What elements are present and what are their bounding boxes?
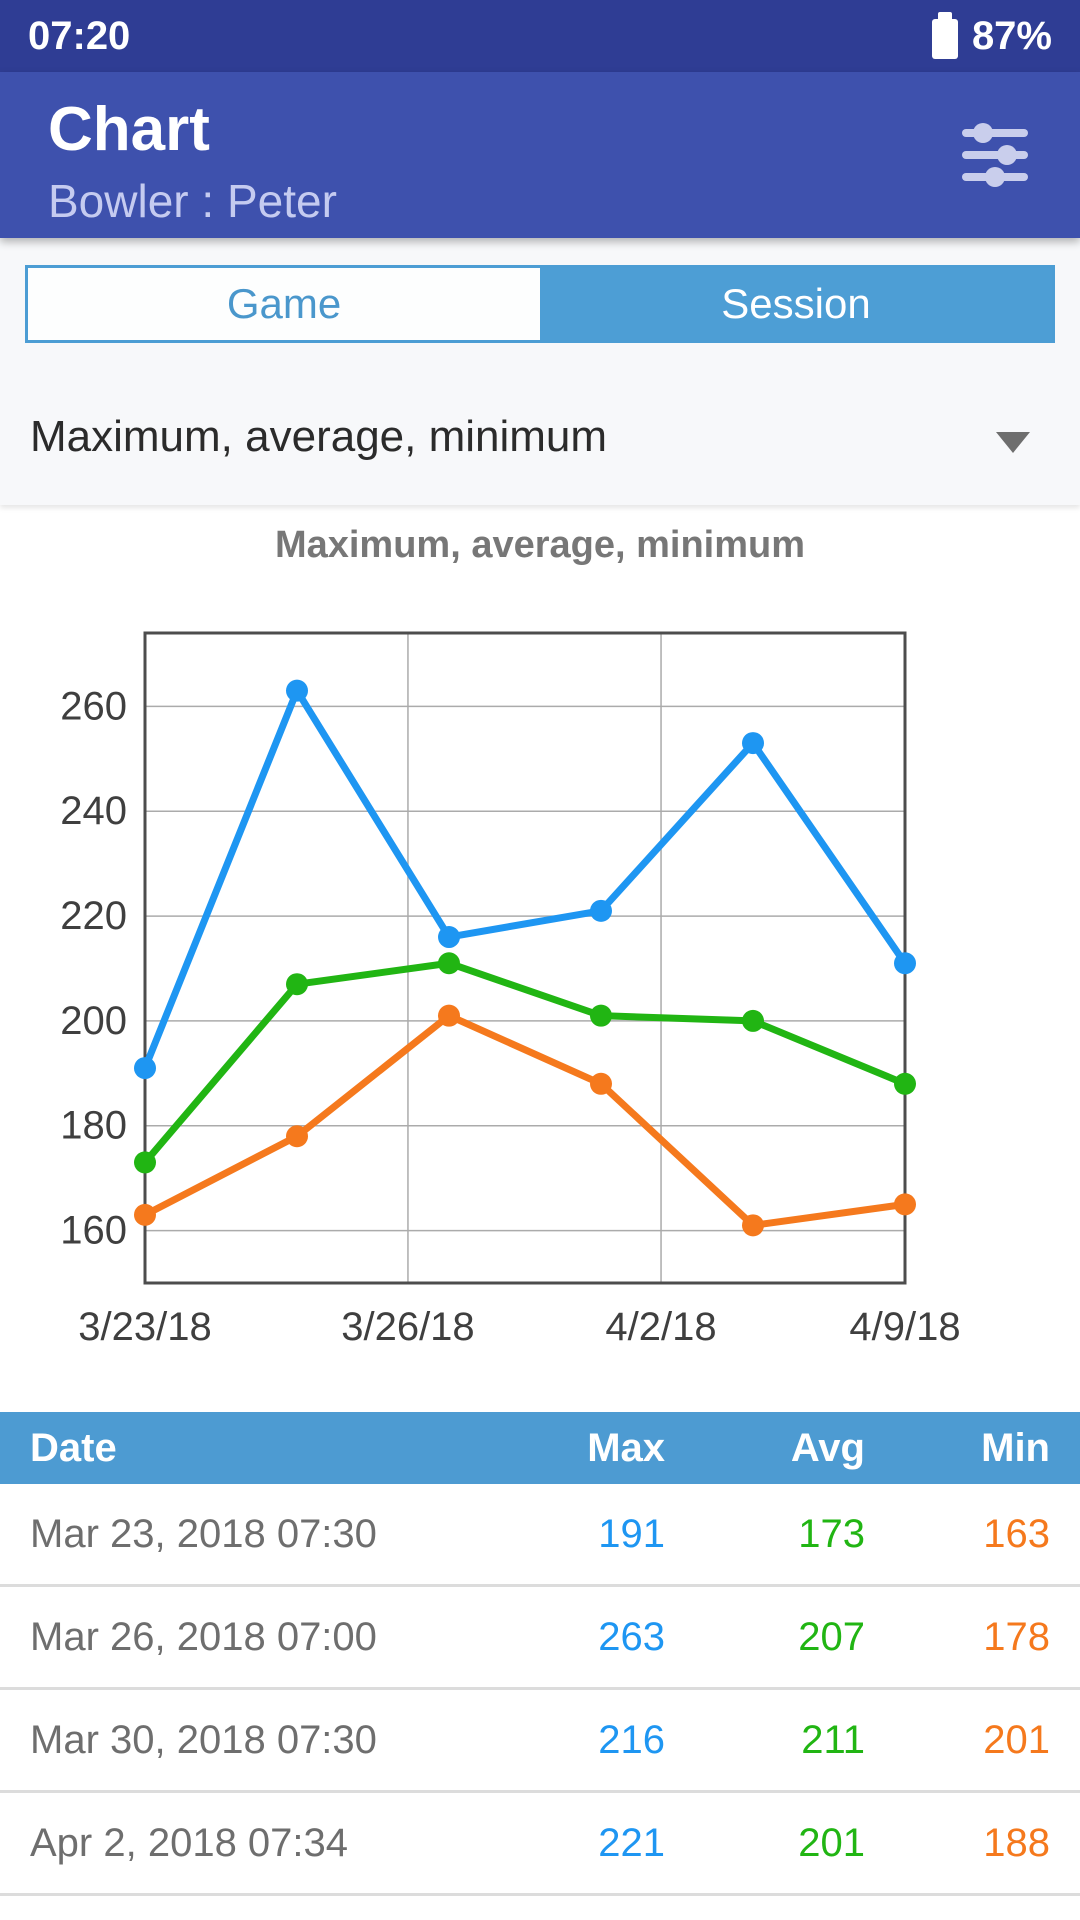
x-axis-tick-label: 3/26/18 [341,1305,474,1349]
data-point-avg [286,973,308,996]
table-header: Date Max Avg Min [0,1412,1080,1484]
x-axis-tick-label: 3/23/18 [78,1305,211,1349]
data-point-min [590,1072,612,1095]
chevron-down-icon [996,432,1030,453]
max-value: 263 [598,1614,665,1659]
series-line-min [141,1012,909,1229]
avg-value: 201 [798,1820,865,1865]
table-row: Mar 26, 2018 07:00 263 207 178 [0,1587,1080,1690]
x-axis-tick-label: 4/2/18 [605,1305,716,1349]
max-value: 191 [598,1511,665,1556]
data-point-max [286,679,308,702]
controls-section: Game Session Maximum, average, minimum [0,238,1080,505]
data-point-min [894,1193,916,1216]
col-header-avg: Avg [790,1425,865,1470]
data-point-avg [134,1151,156,1174]
data-point-max [134,1057,156,1080]
filter-sliders-icon[interactable] [962,122,1028,188]
tab-bar: Game Session [25,265,1055,343]
status-bar: 07:20 87% [0,0,1080,72]
min-value: 178 [983,1614,1050,1659]
y-axis-tick-label: 180 [60,1104,127,1148]
table-row: Mar 23, 2018 07:30 191 173 163 [0,1484,1080,1587]
y-axis-tick-label: 200 [60,999,127,1043]
app-bar: Chart Bowler : Peter [0,72,1080,238]
date: Mar 30, 2018 07:30 [30,1717,377,1762]
chart-type-dropdown[interactable]: Maximum, average, minimum [0,398,1080,478]
status-time: 07:20 [28,13,131,58]
bowler-subtitle: Bowler : Peter [48,175,337,227]
series-line-avg [141,959,909,1166]
date: Mar 26, 2018 07:00 [30,1614,377,1659]
avg-value: 173 [798,1511,865,1556]
avg-value: 207 [798,1614,865,1659]
col-header-min: Min [981,1425,1050,1470]
series-line-max [141,687,909,1072]
y-axis-tick-label: 240 [60,789,127,833]
line-chart: 160 180 200 220 240 260 3/23/18 3/26/18 4/2/18 4/… [60,631,961,1349]
data-point-max [742,732,764,755]
battery-percent: 87% [971,13,1052,58]
battery-icon [931,12,958,59]
data-point-avg [438,952,460,975]
table-body: Mar 23, 2018 07:30 191 173 163 Mar 26, 2018 … [0,1484,1080,1896]
y-axis-tick-label: 220 [60,894,127,938]
avg-value: 211 [801,1717,865,1762]
min-value: 163 [983,1511,1050,1556]
data-point-min [134,1203,156,1226]
min-value: 188 [983,1820,1050,1865]
max-value: 221 [598,1820,665,1865]
tab-session[interactable]: Session [540,268,1052,340]
x-axis-tick-label: 4/9/18 [849,1305,960,1349]
table-row: Apr 2, 2018 07:34 221 201 188 [0,1793,1080,1896]
y-axis-tick-label: 260 [60,684,127,728]
y-axis-tick-label: 160 [60,1209,127,1253]
max-value: 216 [598,1717,665,1762]
data-point-max [590,899,612,922]
status-right: 87% [931,12,1052,59]
plot-border [143,631,907,1285]
data-point-max [894,952,916,975]
tab-session-label: Session [721,280,871,327]
tab-game[interactable]: Game [28,268,540,340]
chart-title: Maximum, average, minimum [274,524,806,566]
data-point-avg [742,1009,764,1032]
data-point-min [438,1004,460,1027]
data-point-avg [590,1004,612,1027]
chart-type-selected-value: Maximum, average, minimum [30,412,608,461]
date: Apr 2, 2018 07:34 [30,1820,349,1865]
page-title: Chart [48,95,210,164]
min-value: 201 [983,1717,1050,1762]
data-point-avg [894,1072,916,1095]
date: Mar 23, 2018 07:30 [30,1511,377,1556]
data-point-min [286,1125,308,1148]
data-point-min [742,1214,764,1237]
tab-game-label: Game [226,280,342,327]
col-header-max: Max [587,1425,665,1470]
col-header-date: Date [30,1425,117,1470]
table-row: Mar 30, 2018 07:30 216 211 201 [0,1690,1080,1793]
data-point-max [438,926,460,949]
